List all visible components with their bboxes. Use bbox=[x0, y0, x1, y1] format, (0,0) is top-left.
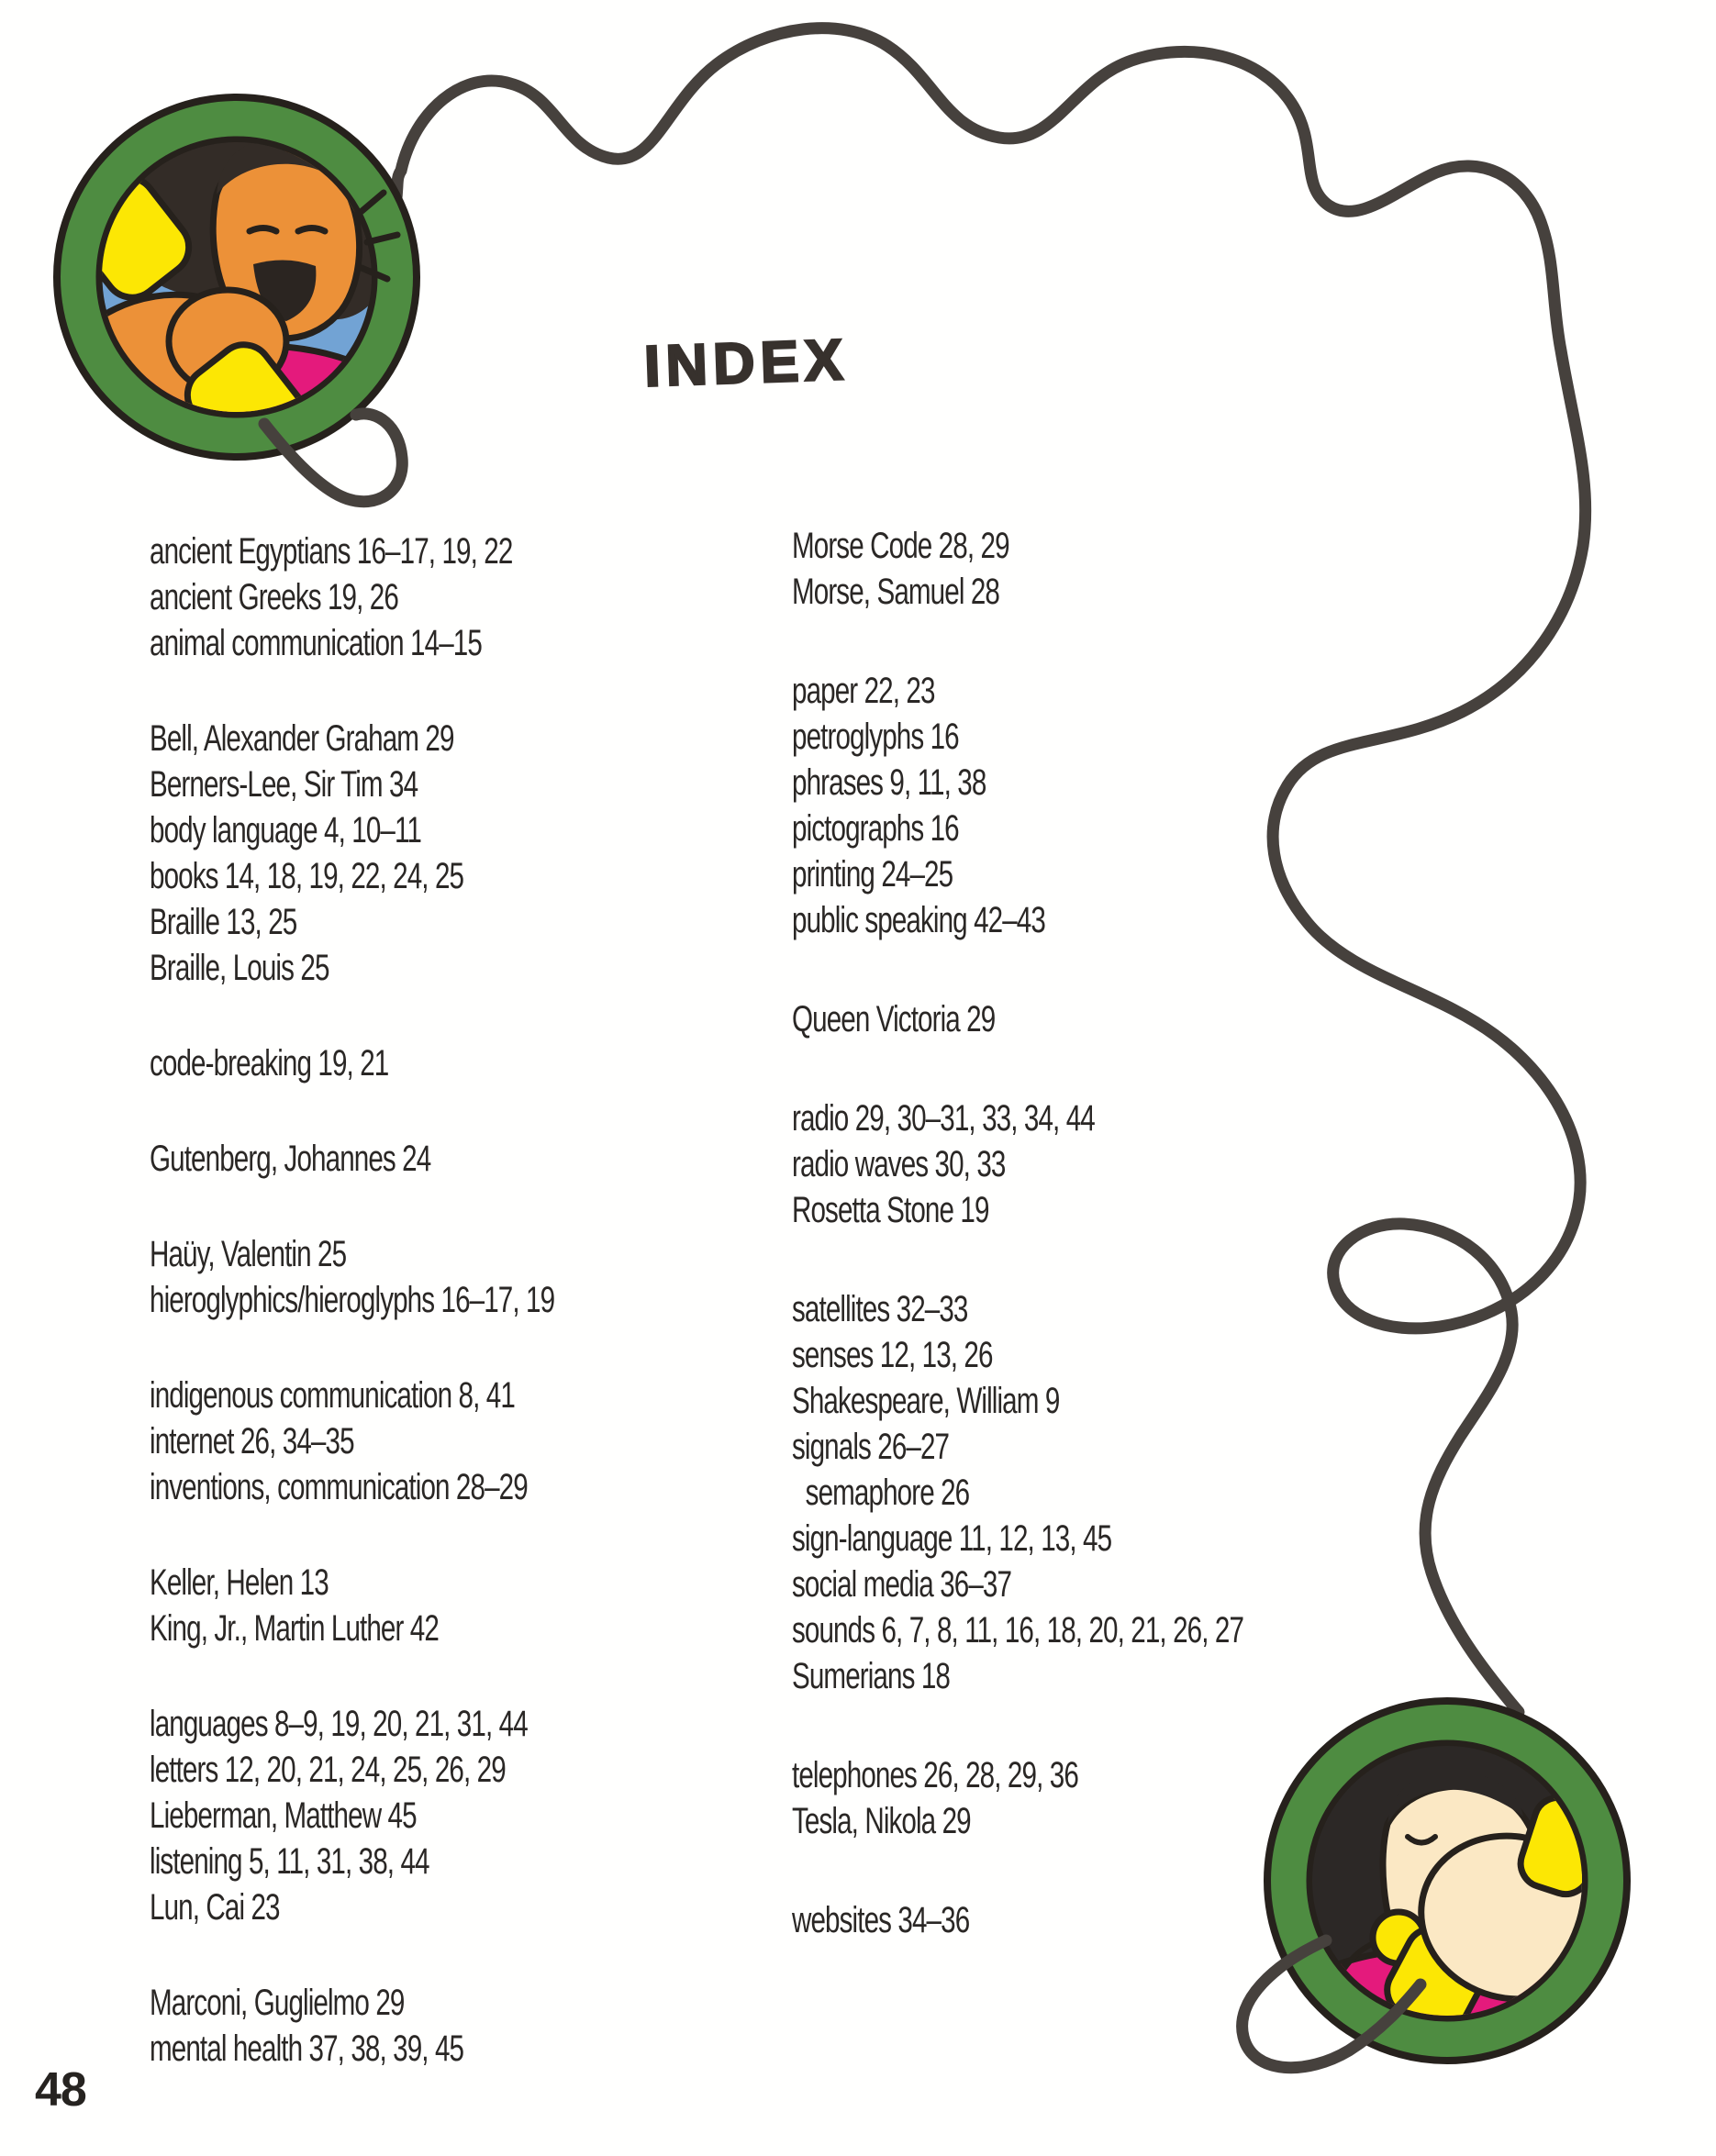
index-entry: sounds 6, 7, 8, 11, 16, 18, 20, 21, 26, … bbox=[792, 1610, 1244, 1650]
index-entry bbox=[792, 943, 1281, 996]
index-entry: telephones 26, 28, 29, 36 bbox=[792, 1755, 1079, 1795]
index-entry: Queen Victoria 29 bbox=[792, 999, 996, 1039]
index-entry: internet 26, 34–35 bbox=[150, 1421, 355, 1461]
index-entry: hieroglyphics/hieroglyphs 16–17, 19 bbox=[150, 1280, 555, 1320]
index-entry: Bell, Alexander Graham 29 bbox=[150, 718, 454, 759]
index-entry: languages 8–9, 19, 20, 21, 31, 44 bbox=[150, 1704, 529, 1744]
index-entry: pictographs 16 bbox=[792, 808, 960, 849]
index-entry: Lun, Cai 23 bbox=[150, 1887, 281, 1928]
index-entry bbox=[150, 1930, 639, 1980]
index-entry bbox=[792, 1233, 1281, 1286]
badge-boy-talking-on-phone bbox=[53, 94, 420, 508]
girl-handset-cord-loop bbox=[1236, 1934, 1427, 2074]
index-entry: Berners-Lee, Sir Tim 34 bbox=[150, 764, 418, 805]
index-entry bbox=[150, 1182, 639, 1231]
page-title: INDEX bbox=[642, 327, 851, 400]
index-entry: public speaking 42–43 bbox=[792, 900, 1046, 940]
index-entry: indigenous communication 8, 41 bbox=[150, 1375, 516, 1416]
index-entry bbox=[150, 1510, 639, 1560]
index-entry bbox=[150, 1086, 639, 1136]
index-entry: Rosetta Stone 19 bbox=[792, 1190, 989, 1230]
index-entry: Sumerians 18 bbox=[792, 1656, 951, 1696]
index-entry: listening 5, 11, 31, 38, 44 bbox=[150, 1841, 429, 1882]
index-entry: inventions, communication 28–29 bbox=[150, 1467, 529, 1507]
index-entry: websites 34–36 bbox=[792, 1900, 970, 1940]
index-left-column: ancient Egyptians 16–17, 19, 22 ancient G… bbox=[150, 528, 810, 2072]
boy-handset-cord-loop bbox=[258, 407, 408, 508]
index-entry: books 14, 18, 19, 22, 24, 25 bbox=[150, 856, 464, 896]
index-entry: Braille 13, 25 bbox=[150, 902, 297, 942]
telephone-cord bbox=[350, 22, 1592, 1718]
index-entry: senses 12, 13, 26 bbox=[792, 1335, 993, 1375]
index-entry bbox=[150, 666, 639, 716]
index-entry: paper 22, 23 bbox=[792, 671, 935, 711]
index-entry: satellites 32–33 bbox=[792, 1289, 968, 1329]
index-entry: Tesla, Nikola 29 bbox=[792, 1801, 972, 1841]
index-entry: ancient Greeks 19, 26 bbox=[150, 577, 399, 617]
badge-girl-listening-on-phone bbox=[1236, 1697, 1631, 2074]
page-number: 48 bbox=[35, 2063, 87, 2117]
index-entry: Braille, Louis 25 bbox=[150, 948, 329, 988]
index-entry: signals 26–27 bbox=[792, 1427, 950, 1467]
index-entry: Gutenberg, Johannes 24 bbox=[150, 1139, 431, 1179]
index-entry bbox=[792, 1699, 1281, 1752]
index-entry: Shakespeare, William 9 bbox=[792, 1381, 1060, 1421]
index-entry: Morse, Samuel 28 bbox=[792, 572, 1000, 612]
index-entry: phrases 9, 11, 38 bbox=[792, 762, 986, 803]
index-entry bbox=[150, 1323, 639, 1373]
index-entry: radio waves 30, 33 bbox=[792, 1144, 1006, 1184]
girl-hair-fringe bbox=[1387, 1771, 1523, 1824]
index-entry: body language 4, 10–11 bbox=[150, 810, 422, 850]
index-entry: Haüy, Valentin 25 bbox=[150, 1234, 347, 1274]
index-entry bbox=[792, 615, 1281, 668]
index-entry: semaphore 26 bbox=[792, 1473, 970, 1513]
speech-lines bbox=[356, 189, 401, 283]
boy-eyes bbox=[246, 225, 329, 235]
index-entry: radio 29, 30–31, 33, 34, 44 bbox=[792, 1098, 1096, 1139]
phone-mouthpiece bbox=[184, 341, 308, 412]
index-right-column: Morse Code 28, 29 Morse, Samuel 28 paper 2… bbox=[792, 523, 1453, 1943]
index-entry bbox=[792, 1042, 1281, 1095]
index-entry: letters 12, 20, 21, 24, 25, 26, 29 bbox=[150, 1750, 507, 1790]
index-entry: Keller, Helen 13 bbox=[150, 1562, 329, 1603]
index-entry: mental health 37, 38, 39, 45 bbox=[150, 2028, 464, 2069]
index-entry: printing 24–25 bbox=[792, 854, 953, 895]
index-entry: Marconi, Guglielmo 29 bbox=[150, 1983, 405, 2023]
index-entry: ancient Egyptians 16–17, 19, 22 bbox=[150, 531, 513, 572]
index-entry: King, Jr., Martin Luther 42 bbox=[150, 1608, 440, 1649]
index-entry bbox=[150, 991, 639, 1040]
index-entry: code-breaking 19, 21 bbox=[150, 1043, 389, 1084]
index-entry bbox=[792, 1844, 1281, 1897]
index-entry: Morse Code 28, 29 bbox=[792, 526, 1010, 566]
index-entry: sign-language 11, 12, 13, 45 bbox=[792, 1518, 1112, 1559]
index-entry: animal communication 14–15 bbox=[150, 623, 483, 663]
index-entry bbox=[150, 1651, 639, 1701]
index-entry: Lieberman, Matthew 45 bbox=[150, 1795, 418, 1836]
index-entry: social media 36–37 bbox=[792, 1564, 1012, 1605]
phone-earpiece bbox=[102, 174, 193, 301]
index-entry: petroglyphs 16 bbox=[792, 717, 960, 757]
